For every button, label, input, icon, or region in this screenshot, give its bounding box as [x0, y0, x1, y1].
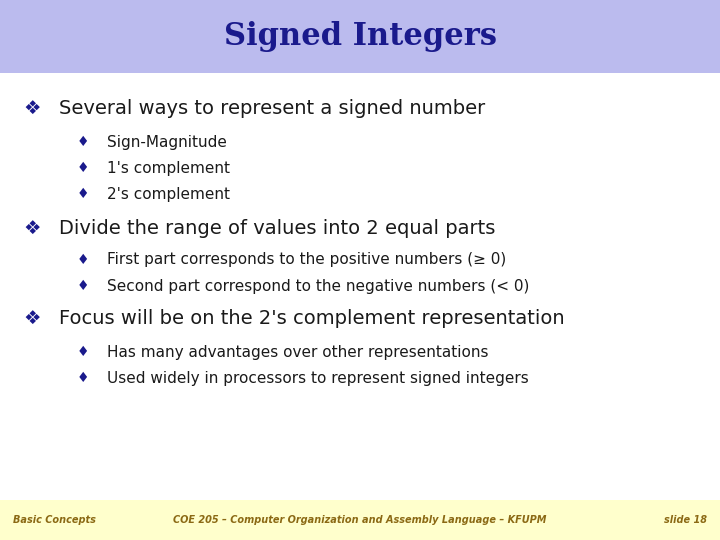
Text: 1's complement: 1's complement: [107, 160, 230, 176]
Text: Signed Integers: Signed Integers: [223, 21, 497, 52]
Text: ♦: ♦: [76, 187, 89, 201]
Text: First part corresponds to the positive numbers (≥ 0): First part corresponds to the positive n…: [107, 253, 506, 267]
Text: ♦: ♦: [76, 279, 89, 293]
Text: Sign-Magnitude: Sign-Magnitude: [107, 134, 226, 150]
Text: ♦: ♦: [76, 253, 89, 267]
Text: ♦: ♦: [76, 345, 89, 359]
Text: slide 18: slide 18: [664, 515, 707, 525]
Text: Second part correspond to the negative numbers (< 0): Second part correspond to the negative n…: [107, 279, 529, 294]
Text: 2's complement: 2's complement: [107, 186, 230, 201]
Text: ♦: ♦: [76, 161, 89, 175]
Text: ❖: ❖: [24, 219, 41, 238]
Text: ❖: ❖: [24, 98, 41, 118]
FancyBboxPatch shape: [0, 500, 720, 540]
Text: COE 205 – Computer Organization and Assembly Language – KFUPM: COE 205 – Computer Organization and Asse…: [174, 515, 546, 525]
Text: Used widely in processors to represent signed integers: Used widely in processors to represent s…: [107, 370, 528, 386]
Text: Divide the range of values into 2 equal parts: Divide the range of values into 2 equal …: [59, 219, 495, 238]
Text: Focus will be on the 2's complement representation: Focus will be on the 2's complement repr…: [59, 308, 564, 327]
Text: ♦: ♦: [76, 371, 89, 385]
Text: ❖: ❖: [24, 308, 41, 327]
Text: Basic Concepts: Basic Concepts: [13, 515, 96, 525]
FancyBboxPatch shape: [0, 0, 720, 73]
Text: Has many advantages over other representations: Has many advantages over other represent…: [107, 345, 488, 360]
Text: Several ways to represent a signed number: Several ways to represent a signed numbe…: [59, 98, 485, 118]
Text: ♦: ♦: [76, 135, 89, 149]
